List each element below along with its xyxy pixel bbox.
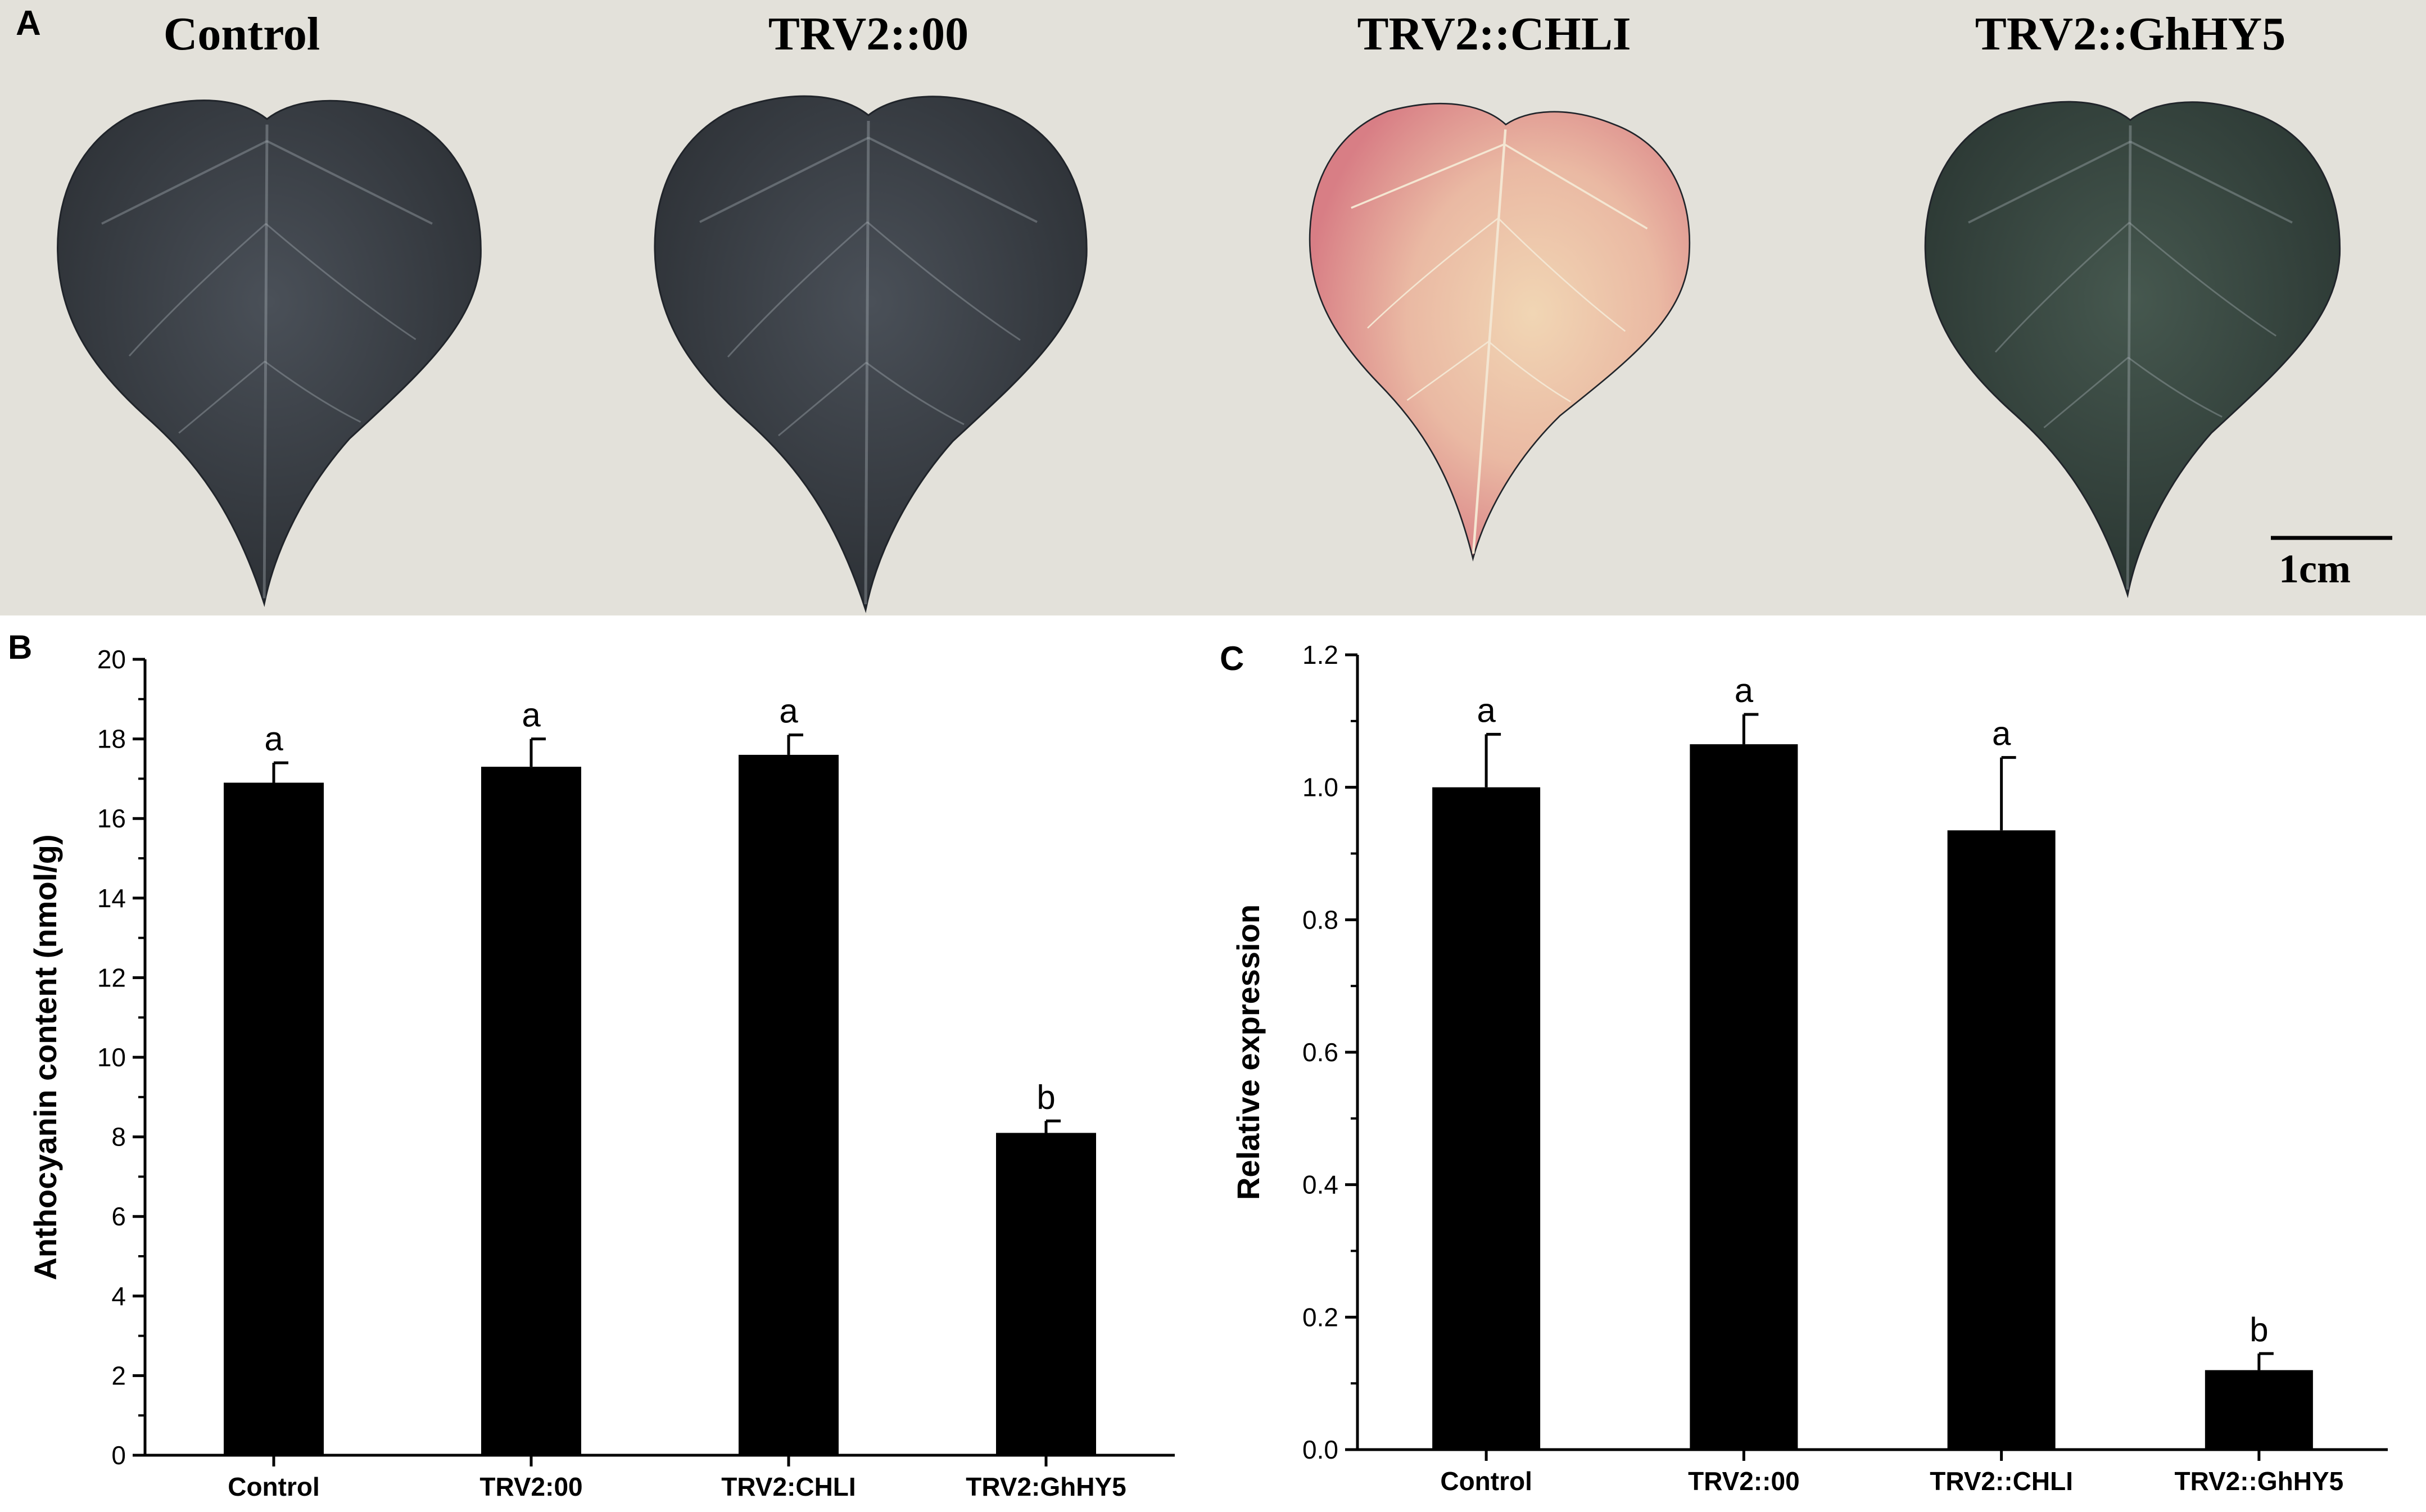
- anthocyanin-chart-panel: B 0 2 4 6 8 10 12 14 16 18 20 Anthocyanin content (…: [0, 615, 1213, 1509]
- y-tick-label: 12: [97, 963, 126, 992]
- treatment-label: TRV2::GhHY5: [1975, 8, 2285, 60]
- relative-expression-bar-chart: 0.0 0.2 0.4 0.6 0.8 1.0 1.2 Relative expression…: [1230, 640, 2388, 1496]
- y-axis-title: Anthocyanin content (nmol/g): [28, 834, 63, 1280]
- x-tick-label: Control: [1440, 1466, 1532, 1496]
- y-tick-label: 8: [111, 1122, 126, 1152]
- y-tick-label: 0: [111, 1441, 126, 1470]
- bar-TRV2::00: [1690, 744, 1798, 1450]
- leaf-blade: [1287, 94, 1700, 573]
- x-tick-label: TRV2::00: [1688, 1466, 1800, 1496]
- significance-letter: a: [1992, 715, 2011, 753]
- y-tick-label: 10: [97, 1043, 126, 1072]
- leaf-vein: [128, 223, 417, 357]
- expression-chart-panel: C 0.0 0.2 0.4 0.6 0.8 1.0 1.2 Relative expressi…: [1213, 615, 2426, 1509]
- leaf-vein: [101, 140, 433, 225]
- y-tick-label: 0.0: [1302, 1435, 1338, 1464]
- y-tick-label: 0.8: [1302, 905, 1338, 934]
- x-tick-label: TRV2:CHLI: [721, 1472, 856, 1501]
- leaf-4: [1924, 101, 2341, 596]
- leaf-2: [654, 95, 1088, 611]
- y-tick-label: 14: [97, 884, 126, 913]
- significance-letter: b: [2250, 1311, 2268, 1348]
- significance-letter: a: [1477, 691, 1496, 729]
- leaf-blade: [1924, 101, 2341, 596]
- leaf-blade: [654, 95, 1088, 611]
- panel-letter-c: C: [1220, 640, 1244, 677]
- treatment-label: Control: [164, 8, 320, 60]
- treatment-label: TRV2::CHLI: [1357, 8, 1631, 60]
- scale-bar-label: 1cm: [2279, 546, 2351, 591]
- leaf-vein: [778, 361, 965, 437]
- x-tick-label: TRV2:GhHY5: [966, 1472, 1126, 1501]
- y-tick-label: 20: [97, 645, 126, 674]
- bar-TRV2::CHLI: [1947, 830, 2056, 1450]
- y-tick-label: 1.0: [1302, 773, 1338, 802]
- significance-letter: a: [1735, 672, 1754, 709]
- y-tick-label: 0.2: [1302, 1302, 1338, 1332]
- significance-letter: a: [779, 692, 798, 730]
- x-tick-label: TRV2::GhHY5: [2174, 1466, 2343, 1496]
- leaf-midrib: [864, 120, 870, 605]
- bar-Control: [224, 782, 324, 1455]
- y-axis-title: Relative expression: [1230, 904, 1266, 1200]
- x-tick-label: TRV2:00: [479, 1472, 582, 1501]
- y-tick-label: 0.6: [1302, 1038, 1338, 1067]
- significance-letter: a: [264, 720, 283, 758]
- leaf-vein: [1367, 218, 1626, 332]
- bar-TRV2::GhHY5: [2205, 1370, 2313, 1450]
- leaf-vein: [2043, 356, 2223, 428]
- y-tick-label: 2: [111, 1361, 126, 1390]
- leaf-vein: [727, 221, 1021, 358]
- bar-TRV2:00: [481, 767, 581, 1455]
- treatment-label: TRV2::00: [768, 8, 968, 60]
- x-tick-label: TRV2::CHLI: [1930, 1466, 2073, 1496]
- significance-letter: b: [1037, 1078, 1055, 1116]
- leaf-vein: [1994, 221, 2276, 353]
- panel-letter-a: A: [16, 4, 41, 43]
- leaf-midrib: [2126, 125, 2132, 590]
- bar-TRV2:GhHY5: [996, 1133, 1096, 1455]
- panel-letter-b: B: [8, 628, 33, 666]
- anthocyanin-bar-chart: 0 2 4 6 8 10 12 14 16 18 20 Anthocyanin content (nm…: [28, 645, 1175, 1501]
- leaf-vein: [1968, 141, 2293, 224]
- bar-TRV2:CHLI: [739, 754, 839, 1455]
- y-tick-label: 18: [97, 725, 126, 754]
- leaf-blade: [57, 99, 482, 605]
- leaf-vein: [178, 360, 361, 434]
- x-tick-label: Control: [228, 1472, 320, 1501]
- y-tick-label: 6: [111, 1202, 126, 1231]
- leaf-vein: [1406, 341, 1572, 402]
- y-tick-label: 16: [97, 804, 126, 833]
- y-tick-label: 1.2: [1302, 640, 1338, 669]
- leaf-midrib: [262, 124, 269, 599]
- leaf-3: [1287, 94, 1700, 573]
- leaf-vein: [1351, 143, 1648, 230]
- y-tick-label: 4: [111, 1282, 126, 1311]
- y-tick-label: 0.4: [1302, 1170, 1338, 1199]
- leaf-1: [57, 99, 482, 605]
- bar-Control: [1432, 787, 1541, 1450]
- significance-letter: a: [522, 696, 541, 734]
- leaf-vein: [699, 137, 1038, 223]
